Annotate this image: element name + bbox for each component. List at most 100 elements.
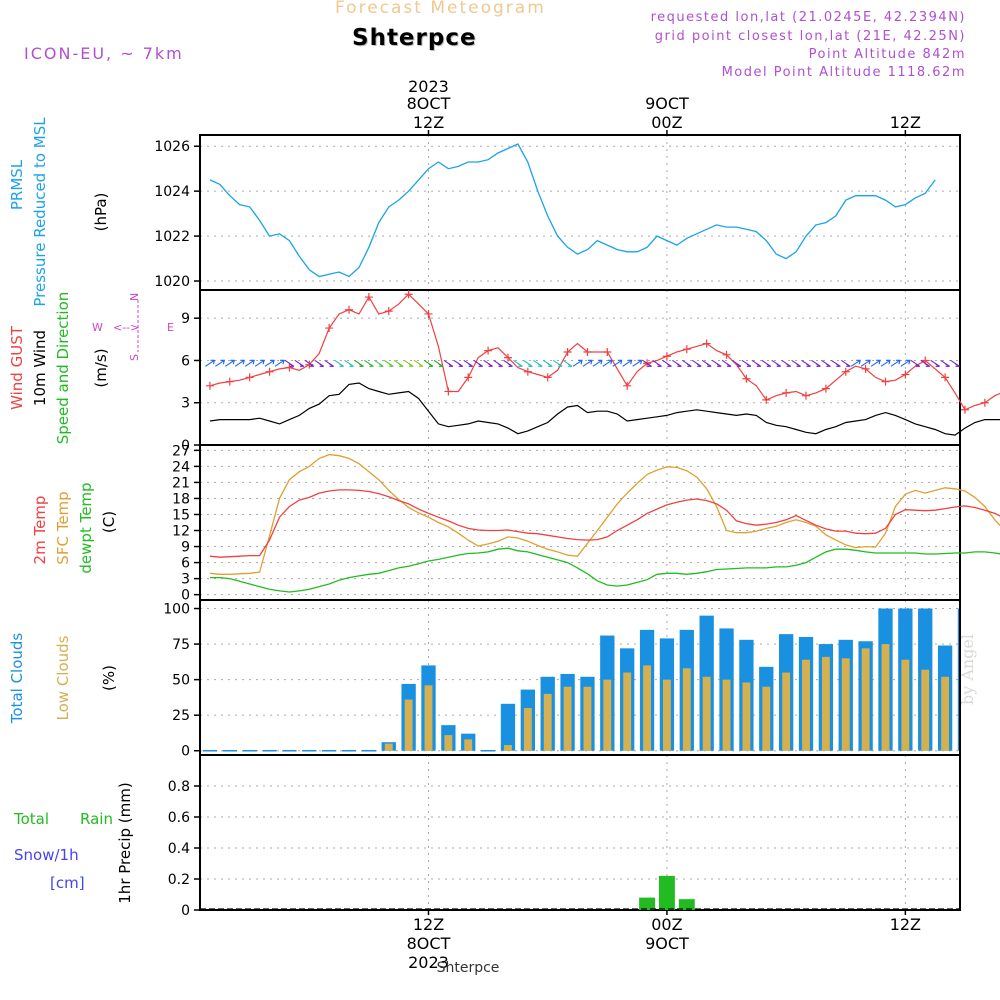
rain-bar [658, 875, 675, 910]
wind-direction-arrow [711, 359, 722, 367]
wind-direction-arrow [672, 359, 682, 367]
temperature-tick-label: 6 [181, 556, 190, 572]
wind-direction-arrow [473, 359, 483, 367]
wind-direction-arrow [503, 359, 513, 367]
precip-tick-label: 0.8 [168, 779, 190, 795]
wind-direction-arrow [781, 359, 791, 367]
wind-direction-arrow [771, 359, 782, 367]
wind-gust-marker [543, 373, 552, 382]
wind-tick-label: 9 [181, 311, 190, 327]
wind-direction-arrow [205, 359, 216, 367]
bottom-axis-label: 00Z [651, 915, 682, 934]
total-clouds-bar [500, 703, 516, 751]
low-clouds-bar [543, 693, 552, 751]
wind-speed-line [209, 382, 1000, 436]
wind-gust-marker [225, 377, 234, 386]
model-label: ICON-EU, ~ 7km [24, 44, 184, 63]
wind-direction-arrow [562, 359, 573, 367]
wind-direction-arrow [612, 359, 623, 367]
wind-direction-arrow [811, 359, 821, 367]
low-clouds-bar [742, 682, 751, 751]
temp-label-unit: (C) [100, 511, 118, 533]
low-clouds-bar [881, 644, 890, 751]
wind-direction-arrow [443, 359, 454, 367]
wind-gust-marker [265, 367, 274, 376]
pressure-tick-label: 1026 [154, 139, 190, 155]
bottom-axis-label: 12Z [890, 915, 921, 934]
faint-title: Forecast Meteogram [335, 0, 546, 18]
wind-gust-marker [345, 305, 354, 314]
low-clouds-bar [424, 685, 433, 751]
wind-gust-marker [861, 364, 870, 373]
wind-direction-arrow [264, 359, 275, 367]
wind-direction-arrow [294, 359, 305, 367]
wind-direction-arrow [383, 359, 394, 367]
temperature-tick-label: 21 [172, 475, 190, 491]
wind-direction-arrow [652, 359, 662, 367]
wind-direction-arrow [542, 359, 553, 367]
low-clouds-bar [464, 739, 473, 751]
low-clouds-bar [444, 735, 453, 751]
temp-label-sfc: SFC Temp [54, 491, 72, 564]
top-axis-label: 8OCT [407, 94, 451, 113]
wind-gust-marker [762, 395, 771, 404]
wind-direction-arrow [314, 359, 325, 367]
wind-gust-marker [245, 373, 254, 382]
wind-gust-marker [782, 388, 791, 397]
wind-gust-marker [484, 346, 493, 355]
pressure-frame [199, 134, 961, 291]
wind-direction-arrow [741, 359, 752, 367]
low-clouds-bar [722, 679, 731, 751]
low-clouds-bar [762, 686, 771, 751]
low-clouds-bar [841, 658, 850, 751]
top-axis-year: 2023 [408, 77, 449, 96]
wind-gust-marker [960, 405, 969, 414]
wind-direction-arrow [592, 359, 603, 367]
low-clouds-bar [662, 679, 671, 751]
cloud-label-unit: (%) [100, 665, 118, 691]
wind-gust-marker [821, 384, 830, 393]
wind-direction-arrow [870, 359, 881, 367]
wind-frame [199, 289, 961, 446]
wind-direction-arrow [344, 359, 354, 367]
requested-coords: requested lon,lat (21.0245E, 42.2394N) [650, 10, 966, 25]
wind-direction-arrow [930, 359, 940, 367]
wind-gust-marker [364, 293, 373, 302]
pressure-line [209, 143, 936, 278]
bottom-axis-label: 2023 [408, 953, 449, 972]
wind-direction-arrow [880, 359, 891, 367]
rain-bar [639, 897, 656, 910]
temp-label-dewpt: dewpt Temp [77, 482, 95, 573]
pressure-tick-label: 1024 [154, 184, 190, 200]
wind-direction-arrow [374, 359, 384, 367]
wind-direction-arrow [364, 359, 374, 367]
wind-direction-arrow [572, 359, 583, 367]
wind-direction-arrow [602, 359, 613, 367]
wind-direction-arrow [413, 359, 424, 367]
wind-direction-arrow [234, 359, 245, 367]
footer-location: Shterpce [437, 960, 500, 976]
wind-direction-arrow [721, 359, 732, 367]
wind-direction-arrow [900, 359, 911, 367]
low-clouds-bar [504, 745, 512, 751]
sfc-temp-line [209, 453, 1000, 575]
wind-direction-arrow [433, 359, 444, 367]
wind-direction-arrow [483, 359, 493, 367]
wind-gust-marker [464, 373, 473, 382]
low-clouds-bar [802, 659, 810, 751]
total-clouds-bar [957, 608, 959, 751]
rain-bar [678, 899, 695, 910]
wind-gust-marker [682, 345, 691, 354]
wind-gust-marker [722, 350, 731, 359]
pressure-label-msl: Pressure Reduced to MSL [31, 117, 49, 307]
temperature-tick-label: 3 [181, 572, 190, 588]
precip-tick-label: 0.2 [168, 872, 190, 888]
wind-tick-label: 3 [181, 396, 190, 412]
low-clouds-bar [682, 668, 691, 751]
low-clouds-bar [384, 743, 393, 751]
pressure-tick-label: 1022 [154, 229, 190, 245]
wind-direction-arrow [453, 359, 464, 367]
wind-gust-marker [980, 398, 989, 407]
wind-direction-arrow [532, 359, 543, 367]
wind-gust-marker [444, 387, 453, 396]
